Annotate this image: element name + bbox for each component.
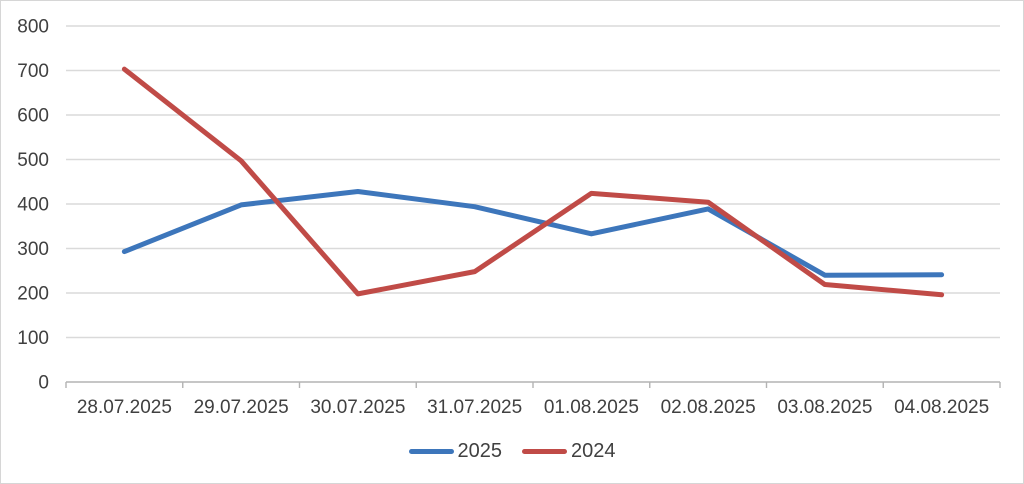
legend-label-2024: 2024 [571, 440, 616, 462]
series-line-2024 [121, 66, 945, 298]
legend: 2025 2024 [1, 440, 1023, 463]
y-tick-label: 100 [17, 328, 49, 349]
legend-swatch-2025 [408, 449, 454, 454]
y-tick-label: 0 [38, 373, 49, 394]
y-tick-label: 200 [17, 284, 49, 305]
y-tick-label: 800 [17, 17, 49, 38]
series-line-2025 [121, 189, 945, 278]
series-lines [121, 66, 945, 298]
x-tick-label: 02.08.2025 [661, 397, 756, 418]
y-tick-label: 700 [17, 61, 49, 82]
x-tick-label: 31.07.2025 [427, 397, 522, 418]
y-axis-labels: 0 100 200 300 400 500 600 700 800 [17, 17, 49, 394]
legend-item-2024: 2024 [522, 440, 616, 463]
x-tick-label: 04.08.2025 [894, 397, 989, 418]
y-tick-label: 600 [17, 106, 49, 127]
x-tick-label: 01.08.2025 [544, 397, 639, 418]
y-tick-label: 400 [17, 195, 49, 216]
legend-item-2025: 2025 [408, 440, 503, 463]
x-axis [65, 381, 1001, 388]
x-tick-label: 29.07.2025 [194, 397, 289, 418]
legend-swatch-2024 [522, 449, 567, 454]
legend-label-2025: 2025 [457, 440, 503, 462]
x-axis-labels: 28.07.2025 29.07.2025 30.07.2025 31.07.2025… [77, 397, 989, 418]
x-tick-label: 30.07.2025 [310, 397, 405, 418]
x-tick-label: 28.07.2025 [77, 397, 172, 418]
y-tick-label: 500 [17, 150, 49, 171]
y-tick-label: 300 [17, 239, 49, 260]
x-tick-label: 03.08.2025 [777, 397, 872, 418]
gridlines [66, 25, 1000, 339]
